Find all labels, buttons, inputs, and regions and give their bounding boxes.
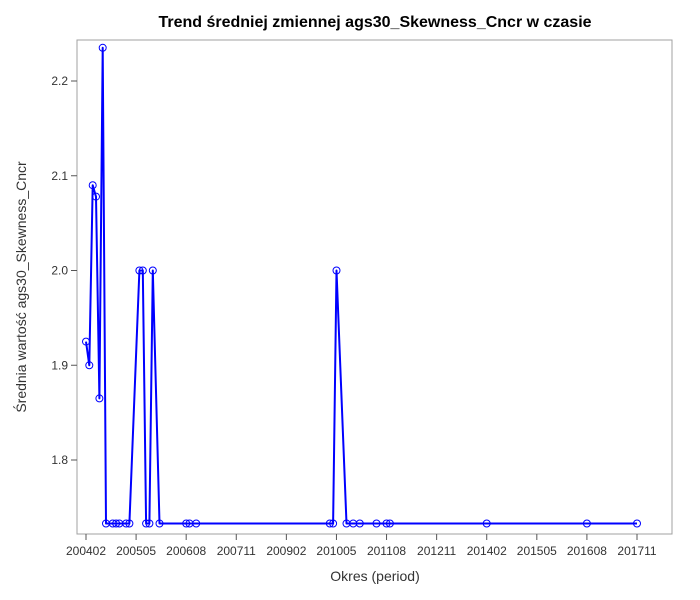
data-point xyxy=(145,519,154,528)
x-axis-label: Okres (period) xyxy=(330,568,419,584)
data-point xyxy=(382,519,391,528)
data-point xyxy=(125,519,134,528)
x-tick-label: 201108 xyxy=(367,544,406,558)
y-tick-label: 2.2 xyxy=(51,74,68,88)
x-tick-label: 200402 xyxy=(66,544,106,558)
data-point xyxy=(155,519,164,528)
data-point xyxy=(182,519,191,528)
data-point xyxy=(112,519,121,528)
data-point xyxy=(332,266,341,275)
series-group xyxy=(82,43,641,528)
data-point xyxy=(372,519,381,528)
data-point xyxy=(142,519,151,528)
data-point xyxy=(92,192,100,201)
data-point xyxy=(138,266,147,275)
data-point xyxy=(385,519,394,528)
data-point xyxy=(95,394,104,403)
x-tick-label: 201711 xyxy=(617,544,656,558)
data-point xyxy=(582,519,591,528)
chart-title: Trend średniej zmiennej ags30_Skewness_C… xyxy=(158,14,591,31)
data-point xyxy=(82,337,90,346)
x-ticks: 200402 200505 200608 200711 200902 201005 2011… xyxy=(66,534,657,558)
x-tick-label: 201608 xyxy=(567,544,607,558)
data-point xyxy=(192,519,201,528)
data-point xyxy=(633,519,641,528)
y-axis: 1.8 1.9 2.0 2.1 2.2 Średnia wartość ags30_Sk… xyxy=(12,74,77,467)
x-tick-label: 201402 xyxy=(467,544,507,558)
x-tick-label: 200608 xyxy=(166,544,206,558)
data-point xyxy=(85,361,94,370)
data-point xyxy=(88,181,97,190)
data-point xyxy=(148,266,157,275)
y-tick-label: 2.1 xyxy=(51,169,68,183)
data-point xyxy=(482,519,491,528)
x-tick-label: 200505 xyxy=(116,544,156,558)
y-ticks: 1.8 1.9 2.0 2.1 2.2 xyxy=(51,74,77,467)
x-tick-label: 200711 xyxy=(217,544,256,558)
data-point xyxy=(122,519,131,528)
y-axis-label: Średnia wartość ags30_Skewness_Cncr xyxy=(12,161,29,413)
x-tick-label: 200902 xyxy=(266,544,306,558)
y-tick-label: 2.0 xyxy=(51,264,68,278)
x-tick-label: 201505 xyxy=(517,544,557,558)
x-tick-label: 201005 xyxy=(316,544,356,558)
data-point xyxy=(135,266,144,275)
data-point xyxy=(98,43,107,52)
plot-frame xyxy=(76,39,673,535)
x-tick-label: 201211 xyxy=(417,544,456,558)
y-tick-label: 1.9 xyxy=(51,358,68,372)
data-point xyxy=(355,519,364,528)
series-line xyxy=(85,46,637,525)
x-axis: 200402 200505 200608 200711 200902 201005 2011… xyxy=(66,534,657,584)
data-point xyxy=(329,519,338,528)
y-tick-label: 1.8 xyxy=(51,453,68,467)
data-point xyxy=(325,519,334,528)
